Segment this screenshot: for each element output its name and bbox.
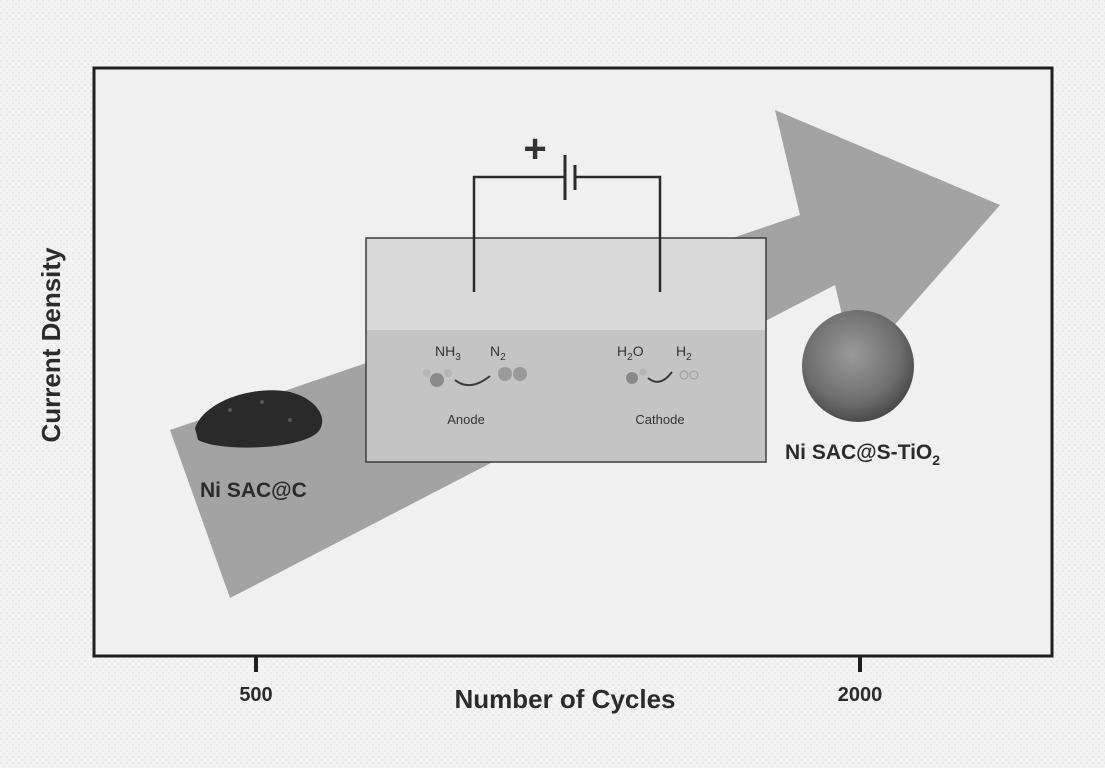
ni-sac-s-tio2-sphere <box>802 310 914 422</box>
h2o-main: H <box>617 343 627 359</box>
battery-plus-sign: + <box>523 127 546 171</box>
x-tick-label-2000: 2000 <box>838 684 883 706</box>
n2-subscript: 2 <box>500 352 506 363</box>
h2-main: H <box>676 343 686 359</box>
ni-sac-s-tio2-label: Ni SAC@S-TiO2 <box>785 441 940 468</box>
ni-sac-s-tio2-subscript: 2 <box>932 452 940 468</box>
anode-label: Anode <box>447 412 485 427</box>
h2-subscript: 2 <box>686 352 692 363</box>
nh3-main: NH <box>435 343 455 359</box>
x-axis-title: Number of Cycles <box>454 684 675 714</box>
y-axis-title: Current Density <box>36 247 66 443</box>
ni-sac-s-tio2-main: Ni SAC@S-TiO <box>785 441 932 464</box>
nh3-subscript: 3 <box>455 352 461 363</box>
x-tick-label-500: 500 <box>239 684 272 706</box>
electrolyte <box>367 330 765 461</box>
cathode-label: Cathode <box>635 412 684 427</box>
ni-sac-c-label: Ni SAC@C <box>200 479 307 502</box>
h2o-tail: O <box>633 343 644 359</box>
n2-main: N <box>490 343 500 359</box>
